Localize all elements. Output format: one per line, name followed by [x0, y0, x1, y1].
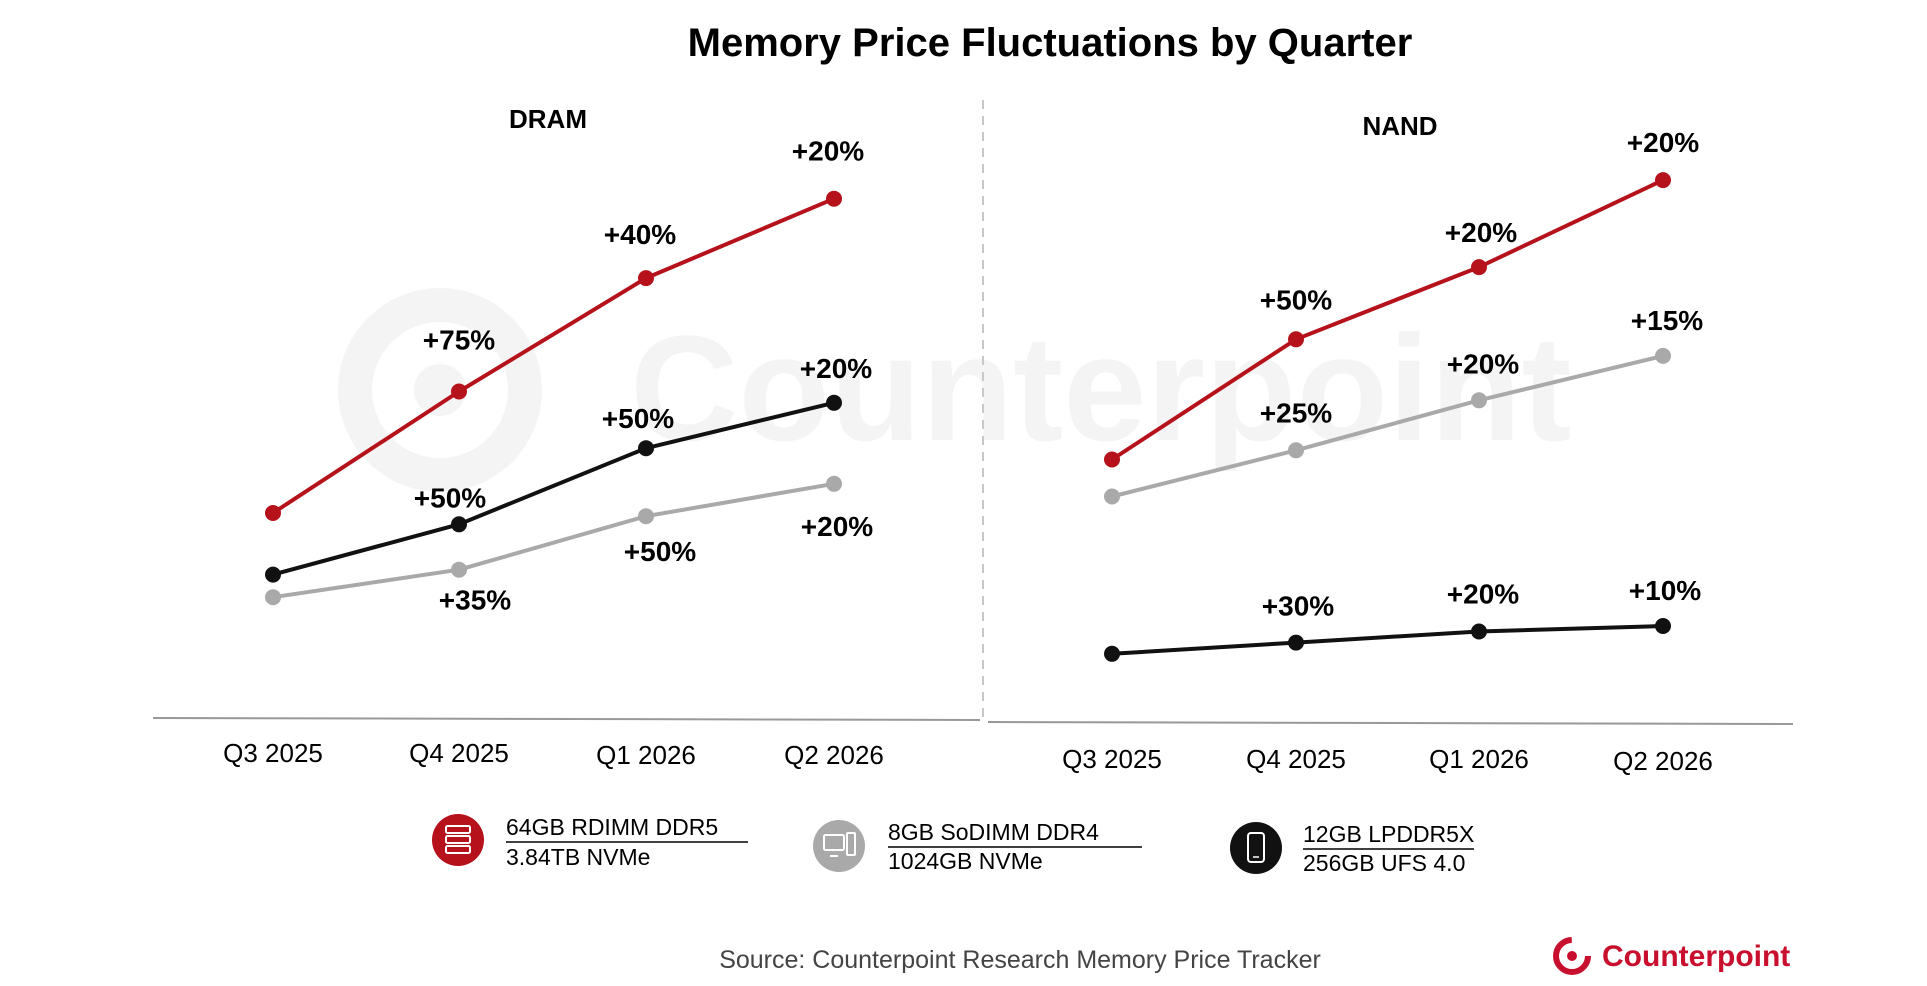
data-point: [638, 270, 654, 287]
phone-shape: [1247, 832, 1265, 863]
data-point: [638, 440, 654, 457]
series-line-red: [1110, 178, 1664, 462]
tick-label: Q3 2025: [223, 738, 323, 768]
data-point: [1288, 634, 1304, 651]
nand-panel-title: NAND: [1362, 111, 1437, 141]
watermark-logo-dot: [414, 364, 466, 416]
series-line-black: [272, 400, 835, 577]
dram-x-axis: [152, 717, 981, 721]
brand-name: Counterpoint: [1602, 940, 1790, 973]
series-line-black: [1111, 624, 1664, 656]
data-label: +40%: [604, 219, 676, 250]
data-point: [451, 383, 467, 400]
legend-item: 8GB SoDIMM DDR4 1024GB NVMe: [813, 819, 1142, 874]
data-point: [1288, 331, 1304, 348]
data-label: +30%: [1262, 591, 1334, 622]
legend-item: 12GB LPDDR5X 256GB UFS 4.0: [1230, 821, 1474, 876]
smartphone-icon: [1230, 822, 1282, 874]
tick-label: Q3 2025: [1062, 744, 1162, 774]
watermark: Counterpoint: [338, 288, 1571, 492]
data-point: [1471, 259, 1487, 276]
nand-plot: +50% +20% +20% +25% +20% +15% +30% +20% +10%: [1104, 127, 1703, 662]
dram-plot: +75% +40% +20% +50% +50% +20% +35% +50% +20%: [265, 136, 873, 616]
data-point: [1655, 172, 1671, 189]
tick-label: Q1 2026: [1429, 744, 1529, 774]
data-label: +20%: [1445, 217, 1517, 248]
data-point: [826, 190, 842, 207]
tick-label: Q1 2026: [596, 740, 696, 770]
legend-line2: 3.84TB NVMe: [506, 844, 650, 870]
data-point: [1471, 623, 1487, 640]
legend-line2: 256GB UFS 4.0: [1303, 850, 1465, 876]
data-point: [826, 394, 842, 411]
data-point: [826, 475, 842, 492]
data-point: [1471, 392, 1487, 409]
data-label: +50%: [414, 482, 486, 513]
server-icon-slot: [445, 825, 471, 834]
data-label: +20%: [1447, 579, 1519, 610]
tick-label: Q4 2025: [409, 738, 509, 768]
counterpoint-logo-dot: [1567, 951, 1577, 961]
data-label: +50%: [602, 403, 674, 434]
data-label: +50%: [1260, 284, 1332, 315]
legend-item: 64GB RDIMM DDR5 3.84TB NVMe: [432, 814, 748, 870]
data-label: +25%: [1260, 397, 1332, 428]
data-point: [451, 561, 467, 578]
dram-panel-title: DRAM: [509, 104, 587, 134]
data-label: +15%: [1631, 305, 1703, 336]
nand-x-ticks: Q3 2025 Q4 2025 Q1 2026 Q2 2026: [1062, 744, 1713, 776]
data-point: [451, 516, 467, 533]
tick-label: Q4 2025: [1246, 744, 1346, 774]
data-label: +20%: [1627, 127, 1699, 158]
data-point: [265, 589, 281, 606]
watermark-logo-icon: [338, 288, 542, 492]
tower-shape: [846, 832, 856, 856]
server-icon-slot: [445, 845, 471, 854]
data-point: [1655, 618, 1671, 634]
data-point: [1104, 645, 1120, 662]
legend-line1: 8GB SoDIMM DDR4: [888, 819, 1099, 845]
tick-label: Q2 2026: [1613, 746, 1713, 776]
tick-label: Q2 2026: [784, 740, 884, 770]
counterpoint-logo-icon: [1553, 937, 1591, 975]
data-point: [1288, 442, 1304, 459]
monitor-shape: [823, 834, 845, 851]
data-label: +75%: [423, 325, 495, 356]
data-point: [1655, 347, 1671, 364]
source-note: Source: Counterpoint Research Memory Pri…: [719, 946, 1321, 974]
data-point: [1104, 488, 1120, 505]
data-label: +20%: [801, 511, 873, 542]
data-label: +50%: [624, 536, 696, 567]
series-line-gray: [1111, 353, 1664, 499]
brand-logo: Counterpoint: [1553, 937, 1790, 975]
series-line-gray: [272, 481, 835, 600]
data-label: +35%: [439, 585, 511, 616]
nand-x-axis: [987, 721, 1794, 725]
series-line-red: [271, 196, 835, 515]
legend-line1: 12GB LPDDR5X: [1303, 821, 1474, 847]
data-label: +20%: [800, 353, 872, 384]
data-label: +20%: [1447, 348, 1519, 379]
watermark-text: Counterpoint: [630, 304, 1571, 472]
server-icon-slot: [445, 835, 471, 844]
data-point: [638, 508, 654, 525]
legend-line1: 64GB RDIMM DDR5: [506, 814, 718, 840]
server-icon: [432, 814, 484, 866]
data-point: [1104, 451, 1120, 468]
data-label: +10%: [1629, 575, 1701, 606]
legend-line2: 1024GB NVMe: [888, 848, 1043, 874]
data-label: +20%: [792, 136, 864, 167]
data-point: [265, 505, 281, 521]
data-point: [265, 566, 281, 583]
dram-x-ticks: Q3 2025 Q4 2025 Q1 2026 Q2 2026: [223, 738, 884, 770]
legend: 64GB RDIMM DDR5 3.84TB NVMe 8GB SoDIMM D…: [432, 814, 1474, 876]
desktop-pc-icon: [813, 820, 865, 872]
chart-title: Memory Price Fluctuations by Quarter: [688, 21, 1413, 65]
